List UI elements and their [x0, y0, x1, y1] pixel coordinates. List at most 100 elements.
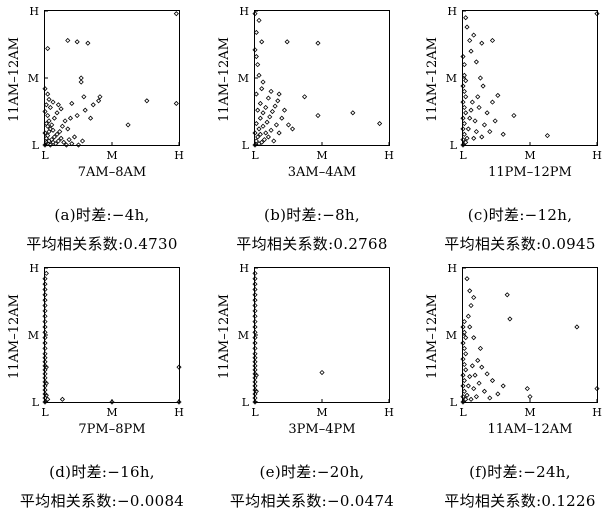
data-point [42, 130, 48, 136]
data-point [252, 308, 258, 314]
data-point [252, 340, 258, 346]
data-point [265, 95, 271, 101]
data-point [43, 364, 49, 370]
data-point [468, 107, 474, 113]
data-point [256, 17, 262, 23]
data-point [477, 75, 483, 81]
data-point [461, 104, 467, 111]
data-point [463, 15, 469, 21]
data-point [45, 91, 51, 97]
data-point [460, 115, 466, 121]
data-point [461, 319, 467, 325]
data-point [252, 281, 258, 287]
data-point [268, 127, 274, 133]
data-point [471, 32, 477, 38]
data-point [253, 138, 259, 144]
data-point [50, 99, 56, 105]
data-point [264, 119, 270, 125]
panel-caption-title: (c)时差:−12h, [467, 206, 573, 224]
data-point [475, 357, 481, 364]
data-point [285, 122, 292, 128]
x-axis-label: 7AM–8AM [77, 165, 147, 180]
y-tick-label: H [447, 5, 457, 18]
data-point [461, 388, 467, 394]
data-point [253, 388, 259, 394]
data-point [42, 313, 48, 319]
x-tick-label: L [251, 149, 259, 162]
data-point [460, 356, 466, 362]
data-point [472, 372, 478, 378]
data-point [460, 383, 466, 389]
data-point [273, 122, 280, 128]
data-point [268, 88, 274, 94]
panel-caption-correlation: 平均相关系数:−0.0474 [229, 492, 395, 509]
data-point [252, 395, 258, 401]
data-point [504, 292, 510, 298]
data-point [263, 130, 269, 136]
data-point [594, 11, 600, 17]
data-point [471, 135, 477, 141]
data-point [253, 29, 259, 36]
data-point [468, 48, 474, 54]
data-point [97, 94, 103, 100]
data-point [50, 139, 56, 145]
data-point [475, 94, 481, 100]
data-point [461, 88, 467, 94]
scatter-plot: L M H L M H [238, 5, 394, 162]
data-point [256, 72, 262, 78]
x-axis-label: 7PM–8PM [78, 422, 146, 437]
scatter-panel-d: L M H L M H [28, 262, 184, 419]
scatter-panel-c: L M H L M H [446, 5, 602, 162]
data-point [467, 37, 473, 44]
data-point [42, 375, 48, 381]
data-point [252, 329, 258, 335]
x-tick-label: M [524, 149, 535, 162]
data-point [252, 319, 258, 325]
y-tick-label: M [446, 329, 457, 342]
data-point [275, 98, 281, 104]
data-point [43, 270, 49, 276]
y-axis-label: 11AM–12AM [7, 294, 22, 379]
data-point [252, 292, 258, 298]
data-point [471, 386, 477, 392]
y-axis-label: 11AM–12AM [425, 294, 440, 379]
data-point [253, 120, 259, 127]
data-point [527, 394, 533, 400]
data-point [45, 112, 51, 119]
y-tick-label: L [242, 139, 250, 152]
data-point [464, 24, 470, 30]
data-point [255, 107, 261, 113]
y-axis-label: 11AM–12AM [217, 294, 232, 379]
y-tick-label: L [242, 396, 250, 409]
plot-frame [44, 10, 180, 146]
data-point [53, 141, 59, 147]
data-point [471, 335, 477, 341]
data-point [252, 270, 258, 276]
scatter-panel-f: L M H L M H [446, 262, 602, 419]
y-tick-label: M [28, 72, 39, 85]
y-tick-label: M [28, 329, 39, 342]
data-point [252, 367, 258, 373]
data-point [49, 122, 55, 128]
y-tick-label: H [29, 262, 39, 275]
data-point [259, 86, 265, 92]
x-tick-label: L [459, 149, 467, 162]
data-point [42, 340, 48, 346]
data-point [276, 130, 282, 136]
data-point [319, 369, 325, 376]
data-point [481, 388, 488, 394]
data-point [480, 83, 486, 89]
data-point [463, 335, 469, 341]
data-point [252, 324, 258, 330]
data-point [45, 396, 51, 402]
data-point [78, 75, 84, 81]
scatter-plot: L M H L M H [446, 5, 602, 162]
x-tick-label: M [316, 406, 327, 419]
data-point [42, 286, 48, 293]
data-point [252, 313, 258, 319]
data-point [473, 394, 479, 400]
x-tick-label: H [384, 406, 394, 419]
x-tick-label: H [592, 406, 602, 419]
x-axis-label: 11PM–12PM [488, 165, 572, 180]
panel-caption-title: (a)时差:−4h, [54, 206, 150, 224]
